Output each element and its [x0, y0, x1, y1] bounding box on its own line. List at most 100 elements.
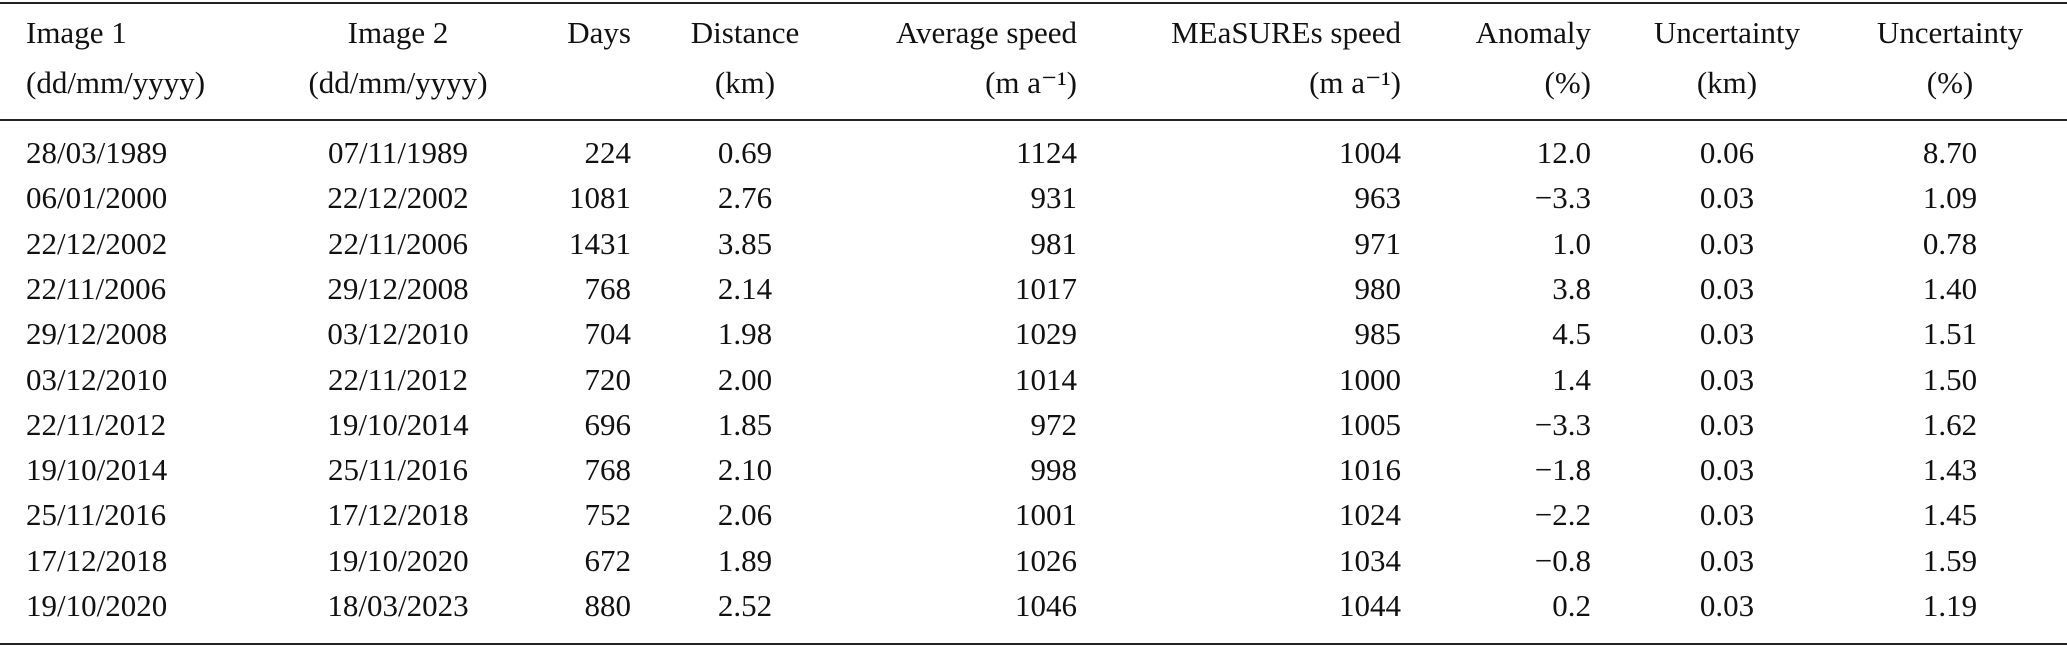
table-cell: 29/12/2008 — [26, 316, 168, 352]
table-cell: 880 — [584, 588, 632, 623]
table-cell: 1.40 — [1922, 270, 1978, 306]
table-cell: 0.78 — [1922, 225, 1978, 261]
table-cell: 224 — [584, 135, 632, 170]
table-cell: 22/11/2006 — [26, 270, 167, 306]
table-cell: −3.3 — [1534, 406, 1591, 442]
column-header: (dd/mm/yyyy) — [308, 65, 488, 100]
table-cell: 1029 — [1015, 316, 1077, 352]
column-header: (%) — [1544, 65, 1591, 100]
table-cell: −2.2 — [1534, 497, 1591, 533]
table-cell: 0.03 — [1699, 542, 1755, 578]
top-rule — [0, 2, 2067, 4]
table-cell: 704 — [584, 316, 632, 352]
table-cell: 0.69 — [717, 135, 773, 170]
table-cell: 19/10/2014 — [26, 452, 168, 488]
table-cell: −0.8 — [1534, 542, 1591, 578]
mid-rule — [0, 119, 2067, 121]
table-cell: 22/11/2012 — [26, 406, 167, 442]
table-cell: 1.0 — [1552, 225, 1591, 261]
table-cell: 696 — [584, 406, 632, 442]
table-cell: 1.4 — [1552, 361, 1591, 397]
table-cell: 03/12/2010 — [327, 316, 469, 352]
table-cell: 1.62 — [1922, 406, 1978, 442]
table-cell: 1005 — [1339, 406, 1401, 442]
table-cell: 3.8 — [1552, 270, 1591, 306]
table-cell: 0.03 — [1699, 497, 1755, 533]
column-header: (m a⁻¹) — [1309, 65, 1401, 100]
table-cell: 1004 — [1339, 135, 1401, 170]
table-cell: 1.50 — [1922, 361, 1978, 397]
column-header: Image 2 — [347, 15, 449, 50]
table-cell: 972 — [1030, 406, 1078, 442]
table-cell: 8.70 — [1922, 135, 1978, 170]
table-cell: 1431 — [569, 225, 631, 261]
column-header: (%) — [1926, 65, 1974, 100]
bottom-rule — [0, 643, 2067, 645]
table-cell: 931 — [1030, 180, 1078, 216]
table-cell: 2.10 — [717, 452, 773, 488]
table-cell: 1046 — [1015, 588, 1077, 623]
column-header: Uncertainty — [1876, 15, 2024, 50]
table-cell: 672 — [584, 542, 632, 578]
table-cell: 1.45 — [1922, 497, 1978, 533]
table-cell: 2.00 — [717, 361, 773, 397]
table-cell: 06/01/2000 — [26, 180, 168, 216]
table-cell: 0.2 — [1552, 588, 1591, 623]
table-cell: 971 — [1354, 225, 1402, 261]
column-header: Anomaly — [1475, 15, 1591, 50]
table-cell: 2.14 — [717, 270, 773, 306]
table-cell: 0.03 — [1699, 452, 1755, 488]
table-cell: 2.76 — [717, 180, 773, 216]
table-cell: 19/10/2014 — [327, 406, 469, 442]
table-cell: 0.03 — [1699, 180, 1755, 216]
column-header: MEaSUREs speed — [1171, 15, 1401, 50]
table-cell: 1016 — [1339, 452, 1401, 488]
table-cell: 768 — [584, 452, 632, 488]
table-cell: 22/11/2006 — [327, 225, 469, 261]
table-cell: −3.3 — [1534, 180, 1591, 216]
table-cell: 4.5 — [1552, 316, 1591, 352]
table-cell: 1.09 — [1922, 180, 1978, 216]
table-cell: 1.51 — [1922, 316, 1978, 352]
table-cell: 1124 — [1016, 135, 1077, 170]
table-cell: 2.06 — [717, 497, 773, 533]
table-cell: 19/10/2020 — [327, 542, 469, 578]
table-cell: 980 — [1354, 270, 1402, 306]
column-header: Uncertainty — [1653, 15, 1801, 50]
column-header: Image 1 — [26, 15, 127, 50]
table-cell: 1.59 — [1922, 542, 1978, 578]
column-header: (m a⁻¹) — [985, 65, 1077, 100]
column-header: (dd/mm/yyyy) — [26, 65, 206, 100]
table-cell: 0.03 — [1699, 316, 1755, 352]
table-cell: 29/12/2008 — [327, 270, 469, 306]
table-cell: 22/12/2002 — [327, 180, 469, 216]
table-cell: 18/03/2023 — [327, 588, 469, 623]
table-cell: 720 — [584, 361, 632, 397]
table-cell: 0.03 — [1699, 225, 1755, 261]
table-cell: 0.03 — [1699, 270, 1755, 306]
table-cell: 768 — [584, 270, 632, 306]
table-cell: 752 — [584, 497, 632, 533]
table-cell: 03/12/2010 — [26, 361, 168, 397]
table-cell: 0.03 — [1699, 588, 1755, 623]
column-header: (km) — [714, 65, 776, 100]
column-header: Average speed — [895, 15, 1077, 50]
table-cell: 1.98 — [717, 316, 773, 352]
table-cell: 1000 — [1339, 361, 1401, 397]
column-header: Days — [567, 15, 631, 50]
table-cell: 2.52 — [717, 588, 773, 623]
table-cell: 25/11/2016 — [327, 452, 469, 488]
table-cell: 1024 — [1339, 497, 1401, 533]
table-cell: 1.43 — [1922, 452, 1978, 488]
table-cell: 22/11/2012 — [327, 361, 469, 397]
table-cell: 0.06 — [1699, 135, 1755, 170]
table-cell: 1034 — [1339, 542, 1401, 578]
table-cell: 0.03 — [1699, 361, 1755, 397]
table-cell: 0.03 — [1699, 406, 1755, 442]
table-cell: 07/11/1989 — [327, 135, 469, 170]
table-cell: 19/10/2020 — [26, 588, 168, 623]
table-cell: 998 — [1030, 452, 1078, 488]
table-cell: 25/11/2016 — [26, 497, 167, 533]
table-cell: 1.85 — [717, 406, 773, 442]
